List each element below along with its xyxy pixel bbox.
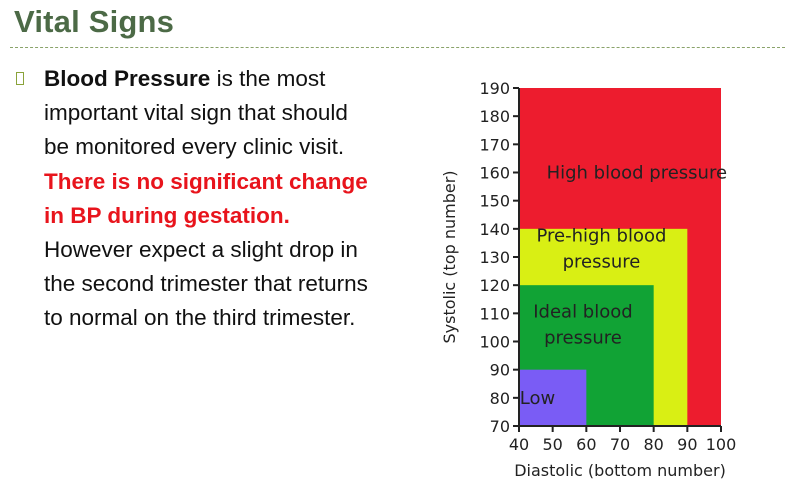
bullet-text: Blood Pressure is the most important vit… <box>44 62 379 336</box>
region-label: Low <box>520 388 555 409</box>
title-divider <box>10 47 785 48</box>
y-tick-label: 70 <box>490 417 510 436</box>
y-tick-label: 160 <box>479 164 510 183</box>
bullet-term: Blood Pressure <box>44 66 211 91</box>
y-tick-label: 180 <box>479 107 510 126</box>
y-tick-label: 100 <box>479 333 510 352</box>
x-tick-label: 100 <box>706 435 737 454</box>
y-tick-label: 90 <box>490 361 510 380</box>
slide-title: Vital Signs <box>14 4 175 39</box>
y-tick-label: 140 <box>479 220 510 239</box>
region-label: Pre-high blood <box>536 226 666 247</box>
bullet-text-part2: However expect a slight drop in the seco… <box>44 237 368 331</box>
y-tick-label: 120 <box>479 276 510 295</box>
y-tick-label: 110 <box>479 304 510 323</box>
region-rect-3 <box>519 369 587 426</box>
bullet-marker-icon <box>16 72 24 85</box>
x-tick-label: 50 <box>542 435 562 454</box>
y-tick-label: 190 <box>479 79 510 98</box>
region-label: Ideal blood <box>533 302 632 323</box>
y-tick-label: 130 <box>479 248 510 267</box>
region-label: pressure <box>544 328 622 349</box>
x-tick-label: 80 <box>643 435 663 454</box>
x-axis-label: Diastolic (bottom number) <box>514 461 726 480</box>
y-tick-label: 170 <box>479 135 510 154</box>
bullet-text-part1: is the most important vital sign that sh… <box>44 66 348 160</box>
y-tick-label: 80 <box>490 389 510 408</box>
x-tick-label: 90 <box>677 435 697 454</box>
x-tick-label: 60 <box>576 435 596 454</box>
bullet-emphasis: There is no significant change in BP dur… <box>44 168 368 228</box>
region-label: High blood pressure <box>547 163 727 184</box>
region-label: pressure <box>563 252 641 273</box>
x-tick-label: 70 <box>610 435 630 454</box>
y-tick-label: 150 <box>479 192 510 211</box>
x-tick-label: 40 <box>509 435 529 454</box>
y-axis-label: Systolic (top number) <box>440 170 459 343</box>
